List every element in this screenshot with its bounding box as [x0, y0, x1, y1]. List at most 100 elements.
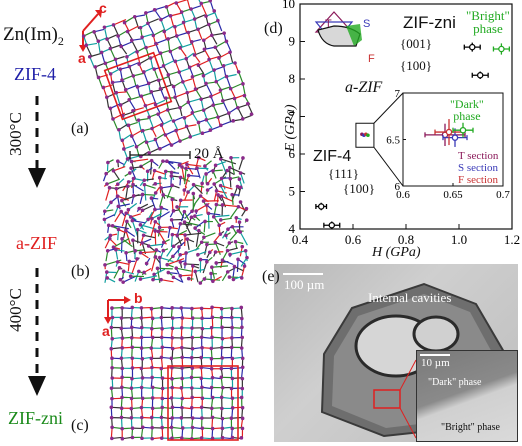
dark-phase-micro-label: "Dark" phase — [428, 377, 482, 388]
atom — [198, 281, 203, 285]
bond — [187, 101, 194, 113]
atom — [142, 182, 147, 187]
atom — [181, 20, 186, 25]
atom — [196, 27, 200, 32]
atom — [209, 325, 214, 330]
zif4-111-label: {111} — [328, 166, 360, 181]
atom — [197, 228, 201, 233]
bond — [217, 20, 223, 32]
bond — [229, 230, 239, 241]
atom — [159, 123, 164, 127]
arrow-300-head — [28, 168, 46, 188]
atom — [200, 396, 205, 401]
atom — [114, 90, 119, 95]
atom — [209, 271, 213, 276]
atom — [119, 44, 123, 49]
bond — [147, 18, 159, 24]
inset-x-tick-label: 0.65 — [443, 189, 463, 201]
atom — [210, 406, 214, 411]
atom — [149, 306, 154, 311]
atom — [232, 96, 237, 101]
bond — [161, 119, 172, 126]
azif-chart-label: a-ZIF — [345, 79, 383, 96]
atom — [228, 176, 233, 181]
atom — [221, 63, 226, 68]
micrograph — [274, 264, 518, 442]
atom — [224, 233, 228, 238]
bond — [192, 72, 204, 78]
bond — [113, 267, 121, 279]
atom — [131, 238, 135, 242]
bond — [222, 259, 234, 266]
atom — [144, 261, 149, 266]
inset-point — [445, 128, 453, 136]
panel-b-label: (b) — [71, 263, 90, 280]
atom — [210, 426, 215, 431]
bond — [148, 116, 154, 128]
bond — [131, 220, 139, 237]
atom — [218, 218, 223, 222]
atom — [220, 336, 225, 341]
atom — [202, 277, 207, 281]
atom — [180, 396, 185, 401]
bond — [184, 168, 187, 185]
atom — [141, 233, 146, 238]
bond — [229, 167, 246, 175]
atom — [131, 182, 135, 187]
atom — [233, 239, 238, 244]
atom — [240, 325, 244, 330]
bond — [210, 397, 214, 409]
bond — [170, 12, 183, 17]
atom — [159, 355, 164, 360]
atom — [105, 37, 109, 41]
atom — [125, 219, 129, 224]
bond — [200, 99, 204, 110]
atom — [218, 183, 223, 188]
atom — [120, 366, 125, 371]
atom — [116, 227, 121, 232]
atom — [230, 435, 235, 440]
tri-f-label: F — [368, 53, 375, 65]
atom — [174, 128, 178, 133]
atom — [153, 219, 158, 224]
bond — [176, 0, 189, 4]
atom — [105, 248, 110, 253]
atom — [150, 375, 154, 380]
atom — [81, 34, 86, 38]
bond — [230, 206, 239, 219]
atom — [205, 188, 210, 192]
atom — [244, 218, 249, 222]
bond — [131, 40, 138, 51]
chart-xlabel: H (GPa) — [372, 245, 421, 260]
atom — [208, 0, 213, 3]
atom — [185, 162, 189, 167]
atom — [239, 305, 244, 310]
atom — [131, 108, 135, 113]
bond — [101, 52, 106, 64]
inset-x-tick-label: 0.7 — [496, 189, 510, 201]
atom — [149, 90, 154, 94]
atom — [138, 25, 143, 30]
atom — [170, 183, 174, 188]
atom — [200, 385, 204, 390]
bond — [166, 245, 175, 257]
atom — [118, 103, 123, 107]
atom — [130, 305, 135, 310]
atom — [130, 426, 135, 430]
atom — [109, 405, 114, 410]
atom — [109, 325, 114, 330]
bond — [213, 204, 217, 218]
atom — [121, 269, 126, 274]
micrograph-inset — [416, 350, 518, 442]
atom — [236, 205, 241, 209]
bond — [144, 184, 156, 189]
atom — [190, 425, 195, 430]
atom — [166, 37, 170, 41]
atom — [236, 105, 240, 110]
atom — [140, 192, 145, 197]
bond — [237, 107, 244, 119]
bond — [121, 238, 133, 248]
atom — [129, 316, 134, 321]
atom — [241, 82, 245, 86]
bond — [197, 29, 203, 40]
